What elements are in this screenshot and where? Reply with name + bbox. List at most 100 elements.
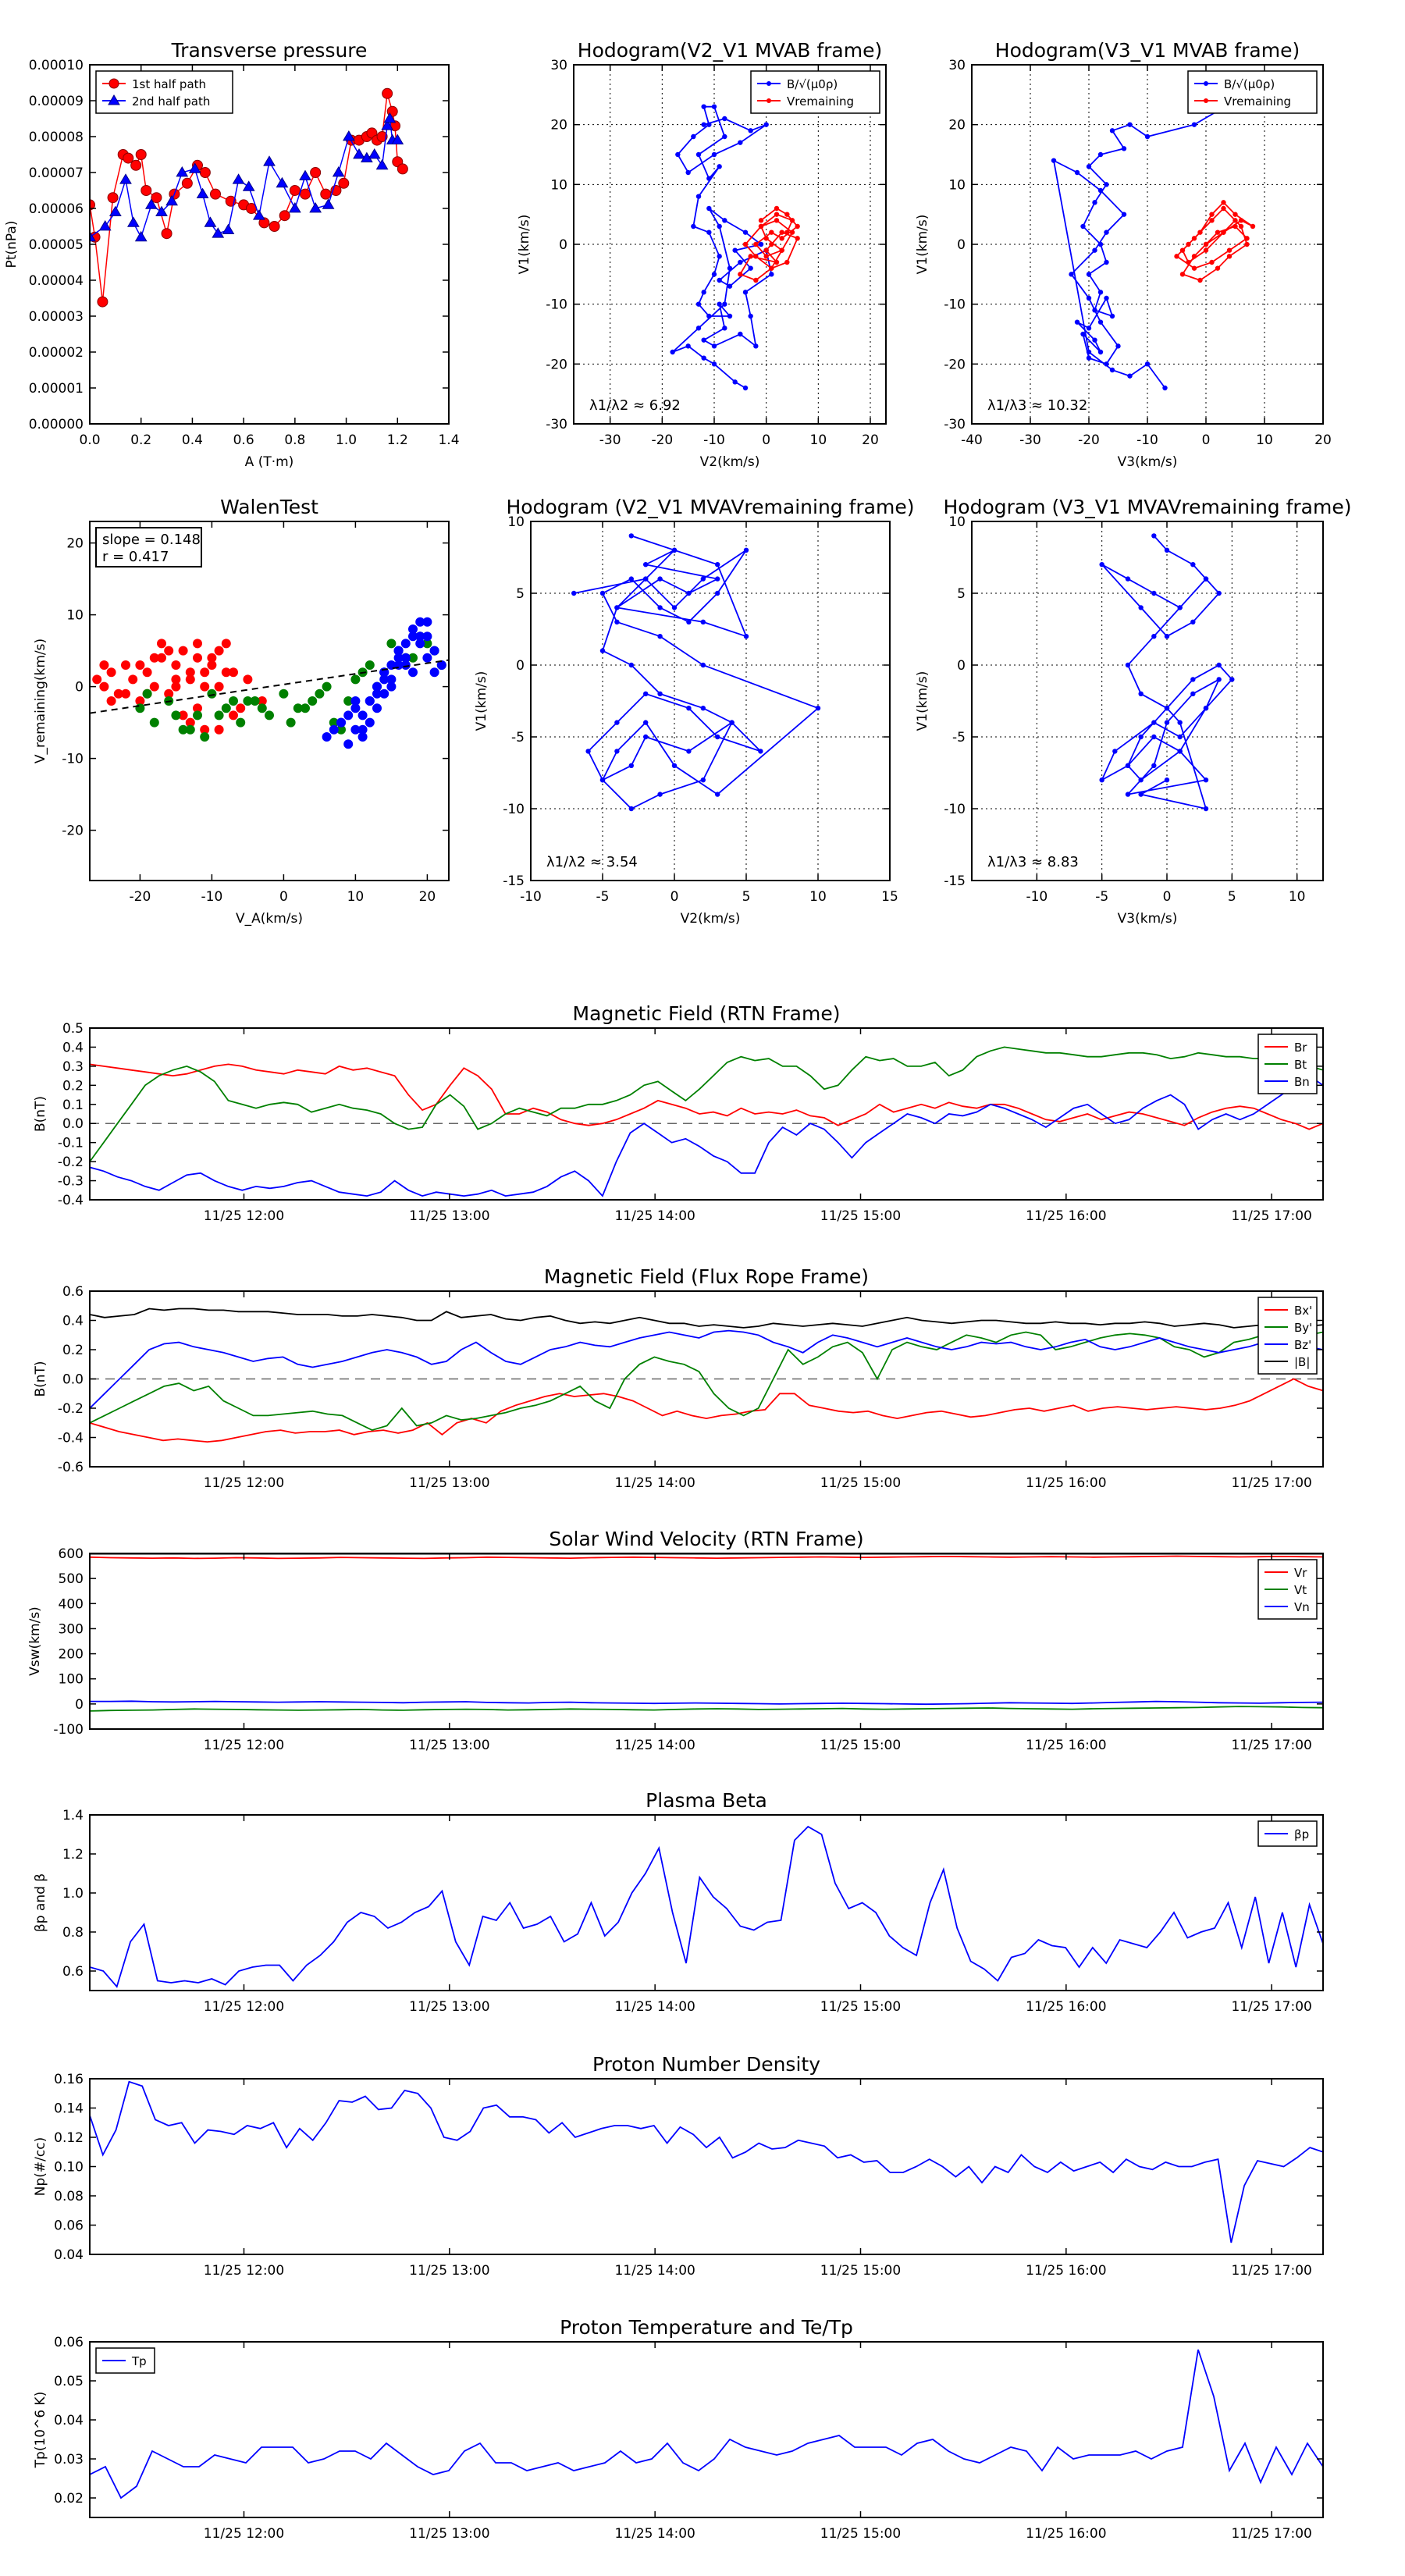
data-point [753,277,759,283]
data-point [717,254,722,259]
plot-area [1051,98,1279,391]
data-point [98,220,112,231]
plot-area [90,1046,1323,1197]
data-point [229,710,238,720]
data-point [1109,313,1115,319]
data-point [164,688,174,699]
data-point [717,223,722,229]
data-point [715,792,720,797]
data-point [769,272,774,277]
data-point [157,653,166,663]
data-point [1074,319,1080,325]
chart-h4: Hodogram (V3_V1 MVAVremaining frame) -10 -… [915,496,1352,927]
series-line-bt [90,1046,1323,1162]
y-tick-label: 0 [75,1697,84,1713]
plot-area [90,1553,1323,1712]
data-point [210,188,221,200]
data-point [299,169,311,180]
data-point [222,223,235,234]
chart-bfield: Magnetic Field (RTN Frame) 11/25 12:00 11/… [33,1002,1324,1224]
data-point [774,205,780,212]
data-point [108,205,122,216]
data-point [1125,576,1131,582]
data-point [329,717,339,728]
legend-label: Bx' [1294,1304,1312,1318]
y-tick-label: 10 [948,514,966,530]
data-point [1164,547,1170,553]
data-point [107,192,119,204]
x-tick-label: 11/25 15:00 [820,1475,901,1491]
data-point [599,777,606,783]
y-tick-label: -30 [944,417,966,432]
data-point [171,674,181,685]
data-point [738,259,743,265]
data-point [700,619,706,624]
x-tick-label: -10 [1136,432,1158,448]
data-point [379,674,389,685]
legend-marker [767,81,771,86]
data-point [242,180,255,191]
y-tick-label: 0.05 [54,2374,84,2389]
x-tick-label: 11/25 13:00 [409,2526,489,2542]
series-line--b- [90,1308,1323,1329]
data-point [1112,749,1118,754]
x-tick-label: 11/25 12:00 [204,2263,284,2279]
legend-marker [1204,98,1208,103]
y-tick-label: 30 [948,58,966,73]
data-point [1203,241,1209,247]
data-point [711,104,717,109]
data-point [1138,734,1144,740]
x-tick-label: 11/25 12:00 [204,1475,284,1491]
data-point [243,674,253,685]
data-point [722,133,727,140]
data-point [657,605,663,610]
x-tick-label: -10 [703,432,725,448]
data-point [1151,763,1157,768]
data-point [1191,122,1197,127]
series-line-vt [90,1706,1323,1712]
data-point [204,216,217,227]
axes-frame [530,521,891,881]
y-tick-label: 500 [59,1571,84,1587]
data-point [695,194,702,199]
y-tick-label: -0.6 [58,1460,84,1475]
stats-line: r = 0.417 [102,549,169,565]
data-point [769,265,774,271]
chart-title: Plasma Beta [646,1789,767,1812]
y-tick-label: 20 [550,118,567,133]
data-point [265,710,274,720]
y-tick-label: 0.00001 [29,381,84,397]
eigenvalue-ratio: λ1/λ2 ≈ 3.54 [546,854,638,870]
data-point [1229,677,1235,682]
data-point [357,724,368,735]
data-point [1138,691,1144,696]
data-point [279,688,289,699]
y-tick-label: -20 [546,357,567,372]
legend-label: B/√(μ0ρ) [1224,77,1275,91]
y-axis-label: Np(#/cc) [33,2137,48,2196]
chart-title: Transverse pressure [171,39,368,62]
data-point [685,169,691,176]
data-point [1121,212,1127,217]
x-tick-label: 11/25 13:00 [409,1208,489,1224]
data-point [779,247,784,253]
data-point [628,662,634,668]
data-point [643,691,649,696]
data-point [1151,634,1157,639]
data-point [252,209,265,220]
data-point [269,221,280,232]
data-point [643,562,649,568]
legend-label: Bt [1294,1058,1307,1072]
data-point [657,634,663,639]
data-point [727,283,733,289]
x-tick-label: -5 [1095,889,1108,905]
y-tick-label: 0.12 [54,2130,84,2146]
data-point [214,646,224,656]
series-line-bz- [90,1329,1323,1409]
x-tick-label: 11/25 12:00 [204,1738,284,1753]
x-tick-label: 11/25 14:00 [614,1475,695,1491]
data-point [415,639,425,649]
data-point [711,272,717,277]
y-axis-label: V1(km/s) [517,215,532,275]
data-point [135,703,145,713]
